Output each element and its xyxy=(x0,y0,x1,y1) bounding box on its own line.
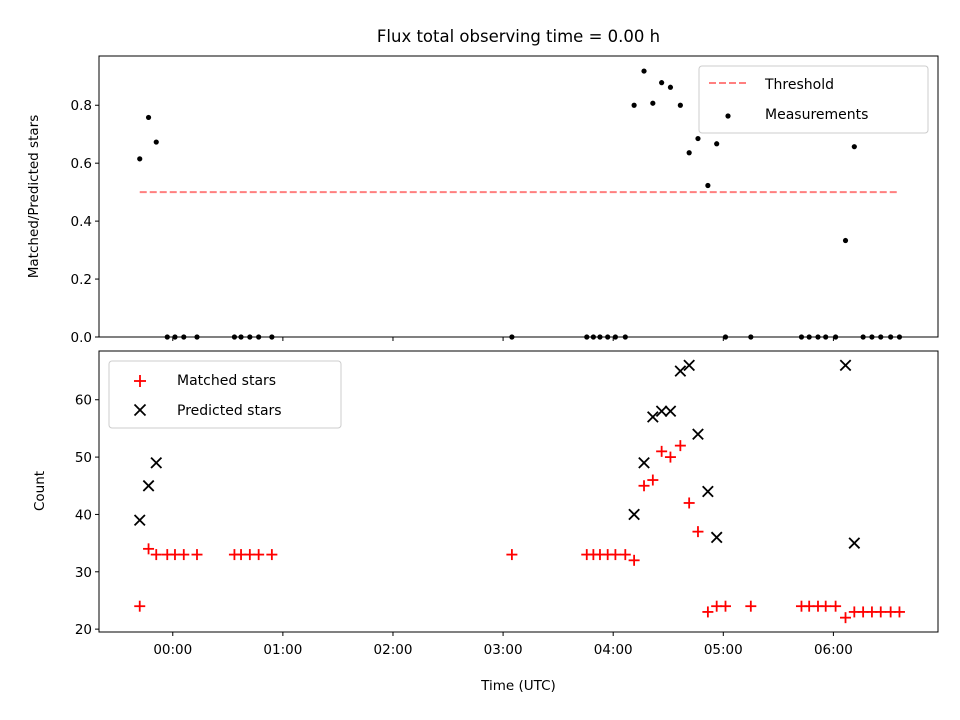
legend-predicted-label: Predicted stars xyxy=(177,403,282,419)
matched-point xyxy=(664,451,676,463)
bottom-ytick-label: 20 xyxy=(75,622,92,638)
bottom-xtick-label: 06:00 xyxy=(814,642,853,658)
predicted-point xyxy=(683,359,695,372)
matched-point xyxy=(191,549,203,561)
measurement-point xyxy=(677,102,683,108)
matched-point xyxy=(702,606,714,618)
bottom-ytick-label: 30 xyxy=(75,565,92,581)
bottom-ticks: 20 30 40 50 60 00:00 01:00 02:00 03:00 04:00 05:00… xyxy=(75,393,853,658)
top-ticks: 0.0 0.2 0.4 0.6 0.8 xyxy=(71,98,834,346)
top-ylabel: Matched/Predicted stars xyxy=(26,115,42,278)
matched-point xyxy=(253,549,265,561)
predicted-point xyxy=(655,405,668,418)
matched-point xyxy=(692,526,704,538)
bottom-plot-frame xyxy=(98,350,939,633)
bottom-legend: Matched stars Predicted stars xyxy=(108,360,342,429)
legend-measurements-label: Measurements xyxy=(765,107,868,123)
legend-threshold-label: Threshold xyxy=(764,77,834,93)
matched-point xyxy=(609,549,621,561)
matched-point xyxy=(840,612,852,624)
predicted-point xyxy=(848,537,861,549)
bottom-xtick-label: 02:00 xyxy=(374,642,413,658)
measurement-point xyxy=(631,102,637,108)
predicted-point xyxy=(628,508,640,521)
top-legend: Threshold Measurements xyxy=(698,65,929,134)
matched-point xyxy=(150,549,162,561)
measurement-point xyxy=(714,141,720,147)
predicted-point xyxy=(702,485,714,498)
matched-point xyxy=(683,497,695,509)
legend-matched-swatch xyxy=(134,375,146,387)
measurements-series xyxy=(137,68,903,340)
matched-point xyxy=(638,480,650,492)
measurement-point xyxy=(650,100,656,106)
measurement-point xyxy=(695,135,701,142)
measurement-point xyxy=(667,84,674,90)
matched-point xyxy=(656,445,668,457)
top-panel: Flux total observing time = 0.00 h Match… xyxy=(26,27,939,346)
matched-point xyxy=(745,600,757,612)
bottom-ytick-label: 50 xyxy=(75,450,92,466)
bottom-legend-box xyxy=(108,360,342,429)
matched-point xyxy=(893,606,905,618)
matched-point xyxy=(820,600,832,612)
matched-point xyxy=(628,554,640,566)
bottom-panel: Count Time (UTC) 20 30 40 50 60 00:00 01:00 02:… xyxy=(32,350,939,694)
bottom-xtick-label: 05:00 xyxy=(704,642,743,658)
measurement-point xyxy=(641,68,647,74)
measurement-point xyxy=(659,80,665,86)
top-ytick-label: 0.0 xyxy=(71,330,92,346)
matched-point xyxy=(619,549,631,561)
bottom-xtick-label: 00:00 xyxy=(153,642,192,658)
measurement-point xyxy=(153,139,159,145)
measurement-point xyxy=(145,114,152,121)
predicted-point xyxy=(142,479,155,492)
predicted-point xyxy=(664,405,677,418)
bottom-ylabel: Count xyxy=(32,471,48,511)
predicted-stars-series xyxy=(133,359,861,549)
matched-point xyxy=(875,606,887,618)
matched-point xyxy=(178,549,190,561)
legend-measurements-swatch xyxy=(725,113,731,119)
matched-point xyxy=(266,549,278,561)
matched-point xyxy=(143,543,155,555)
predicted-point xyxy=(839,359,852,372)
bottom-xtick-label: 01:00 xyxy=(263,642,302,658)
measurement-point xyxy=(851,144,857,150)
matched-point xyxy=(719,600,731,612)
bottom-ytick-label: 60 xyxy=(75,393,92,409)
top-ytick-label: 0.8 xyxy=(71,98,92,114)
top-ytick-label: 0.4 xyxy=(71,214,92,230)
matched-point xyxy=(830,600,842,612)
predicted-point xyxy=(150,456,163,469)
predicted-point xyxy=(133,514,146,527)
top-ytick-label: 0.6 xyxy=(71,156,92,172)
measurement-point xyxy=(842,237,849,244)
legend-predicted-swatch xyxy=(133,403,147,417)
top-ytick-label: 0.2 xyxy=(71,272,92,288)
matched-stars-series xyxy=(134,440,905,624)
measurement-point xyxy=(686,150,692,156)
matched-point xyxy=(647,474,659,486)
matched-point xyxy=(134,600,146,612)
top-title: Flux total observing time = 0.00 h xyxy=(377,27,660,46)
top-plot-frame xyxy=(98,55,939,338)
matched-point xyxy=(674,440,686,452)
predicted-point xyxy=(710,531,723,544)
matched-point xyxy=(506,549,518,561)
predicted-point xyxy=(692,428,704,440)
predicted-point xyxy=(638,456,650,469)
bottom-ytick-label: 40 xyxy=(75,507,92,523)
bottom-xtick-label: 04:00 xyxy=(594,642,633,658)
measurement-point xyxy=(705,182,711,189)
top-legend-box xyxy=(698,65,929,134)
predicted-point xyxy=(646,411,659,423)
legend-matched-label: Matched stars xyxy=(177,373,276,389)
measurement-point xyxy=(137,156,143,162)
bottom-xtick-label: 03:00 xyxy=(484,642,523,658)
predicted-point xyxy=(674,365,687,377)
bottom-xlabel: Time (UTC) xyxy=(480,678,556,694)
